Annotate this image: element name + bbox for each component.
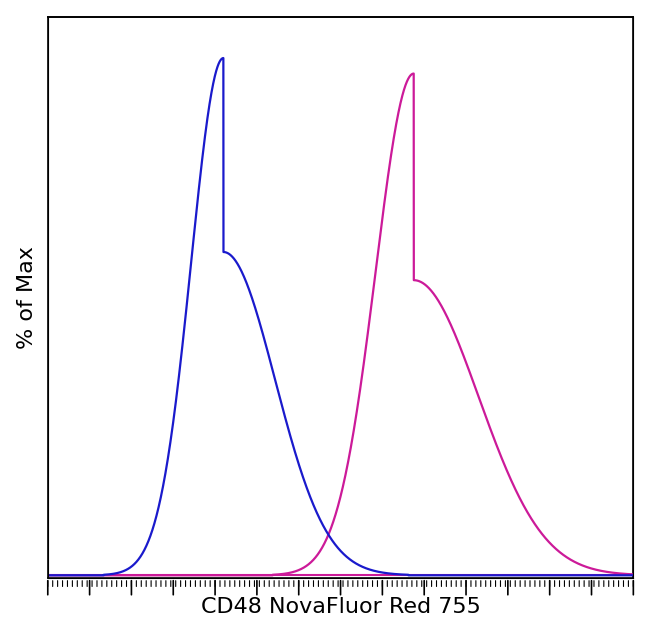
X-axis label: CD48 NovaFluor Red 755: CD48 NovaFluor Red 755 [201, 597, 480, 618]
Y-axis label: % of Max: % of Max [17, 246, 36, 349]
